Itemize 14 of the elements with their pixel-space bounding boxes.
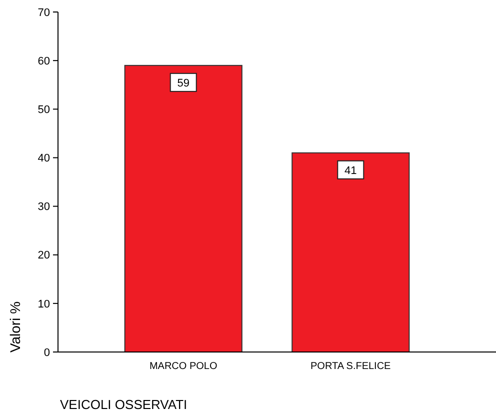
data-label: 41 xyxy=(344,164,357,177)
y-tick-label: 70 xyxy=(38,6,50,19)
y-tick-label: 10 xyxy=(38,298,50,310)
data-label: 59 xyxy=(177,77,190,90)
y-axis-title: Valori % xyxy=(7,301,23,353)
x-axis-title: VEICOLI OSSERVATI xyxy=(60,397,188,412)
x-tick-label: PORTA S.FELICE xyxy=(310,361,392,372)
y-tick-label: 0 xyxy=(44,346,50,359)
y-tick-label: 30 xyxy=(38,201,50,214)
x-tick-label: MARCO POLO xyxy=(149,361,218,372)
y-tick-label: 40 xyxy=(38,152,50,165)
y-tick-label: 60 xyxy=(38,55,50,68)
y-tick-label: 50 xyxy=(38,104,50,116)
y-tick-label: 20 xyxy=(38,250,50,262)
